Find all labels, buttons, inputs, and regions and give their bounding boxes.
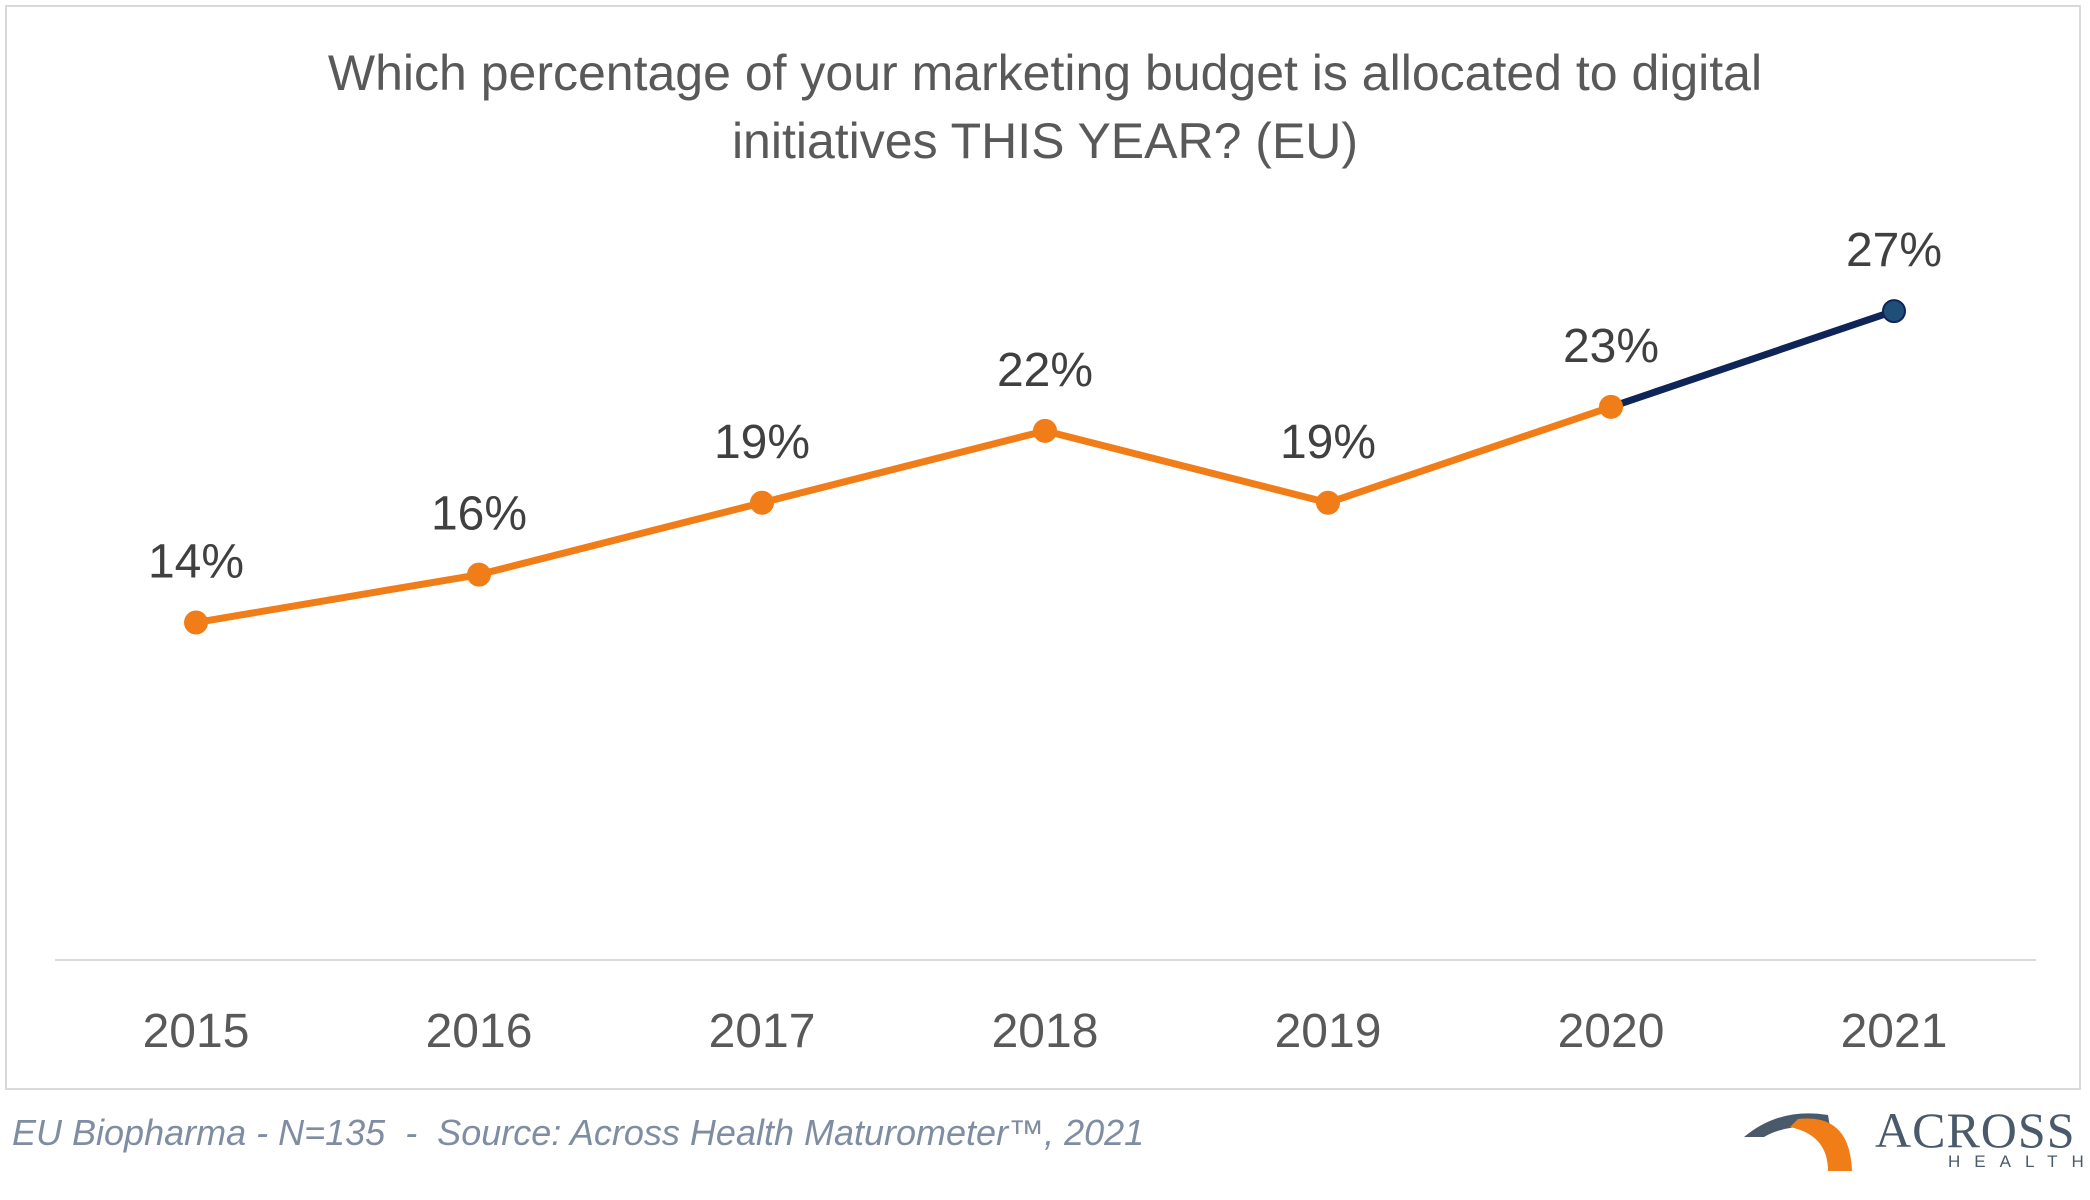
data-point-2019: [1316, 490, 1340, 515]
data-label-2021: 27%: [1846, 224, 1942, 277]
logo-wordmark: ACROSS: [1875, 1102, 2076, 1158]
series-segment-2016-2017: [475, 499, 766, 579]
x-tick-label-2020: 2020: [1558, 1005, 1665, 1058]
data-point-2021: [1882, 299, 1906, 324]
across-health-logo: ACROSS HEALTH: [1740, 1102, 2084, 1175]
series-segment-2019-2020: [1324, 403, 1615, 507]
data-point-2020: [1599, 394, 1623, 419]
x-tick-label-2017: 2017: [709, 1005, 816, 1058]
chart-frame: [5, 5, 2081, 1090]
data-point-2016: [467, 562, 491, 587]
x-tick-label-2016: 2016: [426, 1005, 533, 1058]
arch-logo-icon: [1744, 1113, 1852, 1171]
series-segment-2018-2019: [1041, 427, 1332, 507]
data-point-2018: [1033, 418, 1057, 443]
data-label-2017: 19%: [714, 416, 810, 469]
data-point-2015: [184, 610, 208, 635]
logo-subtitle: HEALTH: [1948, 1152, 2090, 1171]
series-segment-2020-2021: [1607, 307, 1898, 411]
data-label-2019: 19%: [1280, 416, 1376, 469]
x-tick-label-2021: 2021: [1841, 1005, 1948, 1058]
chart-title-line-1: Which percentage of your marketing budge…: [327, 45, 1763, 101]
data-label-2020: 23%: [1563, 320, 1659, 373]
data-label-2018: 22%: [997, 344, 1093, 397]
x-tick-label-2018: 2018: [992, 1005, 1099, 1058]
source-footnote: EU Biopharma - N=135 - Source: Across He…: [12, 1112, 1145, 1153]
series-segment-2017-2018: [758, 427, 1049, 507]
data-label-2015: 14%: [148, 536, 244, 589]
series-segment-2015-2016: [192, 571, 483, 627]
x-tick-label-2015: 2015: [143, 1005, 250, 1058]
data-point-2017: [750, 490, 774, 515]
x-tick-label-2019: 2019: [1275, 1005, 1382, 1058]
data-label-2016: 16%: [431, 488, 527, 541]
chart-title-line-2: initiatives THIS YEAR? (EU): [731, 113, 1359, 169]
